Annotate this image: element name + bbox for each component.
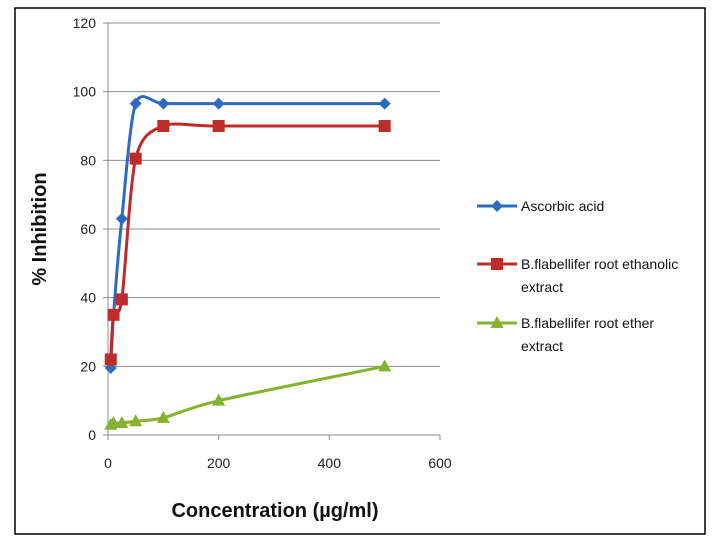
y-tick-label-0: 0	[88, 427, 96, 443]
x-tick-label-3: 600	[428, 455, 452, 471]
legend-marker-ascorbic-acid	[491, 200, 503, 212]
legend: Ascorbic acid B.flabellifer root ethanoli…	[477, 198, 678, 354]
chart-border	[14, 7, 706, 535]
legend-item-ether-extract: B.flabellifer root ether extract	[477, 315, 654, 354]
x-tick-label-1: 200	[207, 455, 231, 471]
series-ether-extract	[104, 359, 392, 430]
data-point-ascorbic-acid-3	[129, 97, 142, 110]
data-point-ethanolic-extract-1	[107, 308, 120, 321]
series-ethanolic-extract	[104, 120, 391, 366]
data-point-ethanolic-extract-2	[115, 293, 128, 306]
x-tick-labels: 0 200 400 600	[104, 455, 452, 471]
data-point-ethanolic-extract-6	[378, 120, 391, 132]
legend-marker-ether-extract	[490, 316, 504, 328]
legend-label-ethanolic-extract-1: extract	[521, 279, 563, 295]
data-point-ether-extract-1	[107, 415, 121, 428]
data-series	[104, 95, 392, 430]
data-point-ascorbic-acid-2	[115, 212, 128, 225]
data-point-ether-extract-4	[156, 410, 170, 423]
legend-item-ethanolic-extract: B.flabellifer root ethanolic extract	[477, 256, 678, 295]
y-tick-label-6: 120	[73, 15, 97, 31]
x-tick-label-2: 400	[318, 455, 342, 471]
data-point-ascorbic-acid-5	[212, 97, 225, 110]
legend-label-ascorbic-acid-0: Ascorbic acid	[521, 198, 604, 214]
legend-marker-ethanolic-extract	[491, 258, 503, 270]
legend-label-ether-extract-0: B.flabellifer root ether	[521, 315, 654, 331]
x-tick-label-0: 0	[104, 455, 112, 471]
data-point-ether-extract-6	[378, 359, 392, 372]
data-point-ethanolic-extract-3	[129, 152, 142, 165]
data-point-ether-extract-5	[212, 393, 226, 406]
data-point-ether-extract-3	[129, 414, 143, 427]
y-tick-label-4: 80	[80, 152, 96, 168]
y-tick-label-3: 60	[80, 221, 96, 237]
data-point-ascorbic-acid-4	[157, 97, 170, 110]
legend-item-ascorbic-acid: Ascorbic acid	[477, 198, 604, 214]
y-tick-label-2: 40	[80, 290, 96, 306]
data-point-ethanolic-extract-5	[212, 120, 225, 132]
y-tick-label-5: 100	[73, 84, 97, 100]
data-point-ethanolic-extract-0	[104, 353, 117, 366]
y-axis-title: % Inhibition	[29, 172, 51, 285]
x-axis-title: Concentration (µg/ml)	[171, 500, 378, 522]
y-tick-label-1: 20	[80, 358, 96, 374]
legend-label-ethanolic-extract-0: B.flabellifer root ethanolic	[521, 256, 678, 272]
data-point-ascorbic-acid-6	[378, 97, 391, 110]
data-point-ether-extract-2	[115, 415, 129, 428]
y-tick-labels: 0 20 40 60 80 100 120	[73, 15, 97, 443]
legend-label-ether-extract-1: extract	[521, 338, 563, 354]
data-point-ethanolic-extract-4	[157, 120, 170, 132]
